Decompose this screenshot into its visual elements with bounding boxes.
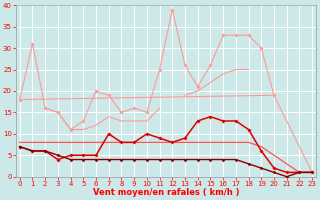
- X-axis label: Vent moyen/en rafales ( km/h ): Vent moyen/en rafales ( km/h ): [93, 188, 239, 197]
